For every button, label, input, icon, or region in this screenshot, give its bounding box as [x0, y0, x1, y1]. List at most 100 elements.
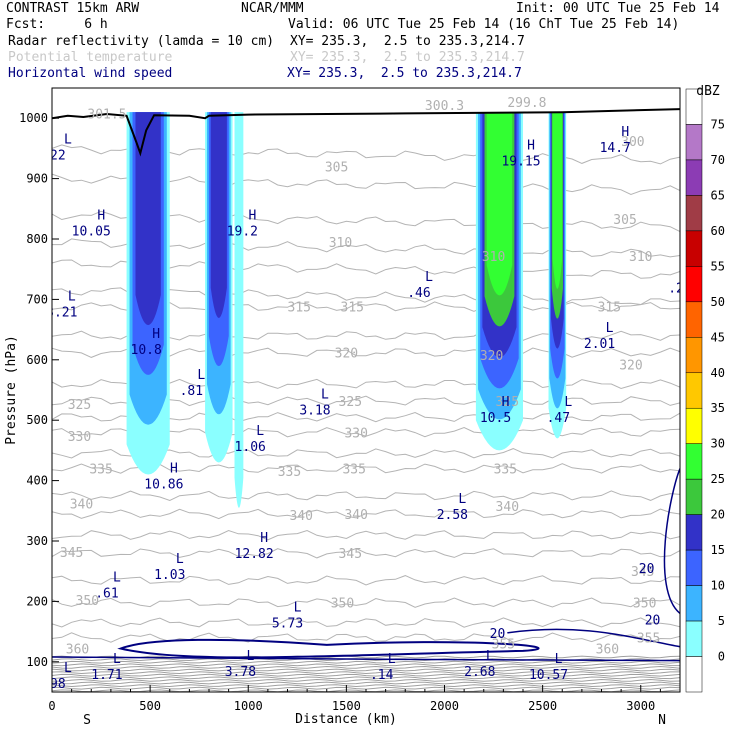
- theta-label: 340: [496, 500, 519, 515]
- extremum-value: 10.8: [131, 343, 162, 358]
- model-name: CONTRAST 15km ARW: [6, 1, 140, 16]
- extremum-value: 12.82: [235, 547, 274, 562]
- extremum-type: H: [97, 209, 105, 224]
- forecast-hour: Fcst: 6 h: [6, 17, 108, 32]
- theta-label: 299.8: [507, 96, 546, 111]
- theta-label: 325: [68, 398, 91, 413]
- extremum-type: L: [486, 649, 494, 664]
- extremum-type: L: [458, 492, 466, 507]
- extremum-value: 5.73: [272, 617, 303, 632]
- extremum-value: 19.15: [501, 154, 540, 169]
- theta-label: 340: [344, 508, 367, 523]
- theta-label: 355: [637, 632, 660, 647]
- theta-label: 350: [331, 597, 354, 612]
- x-tick-label: 500: [139, 699, 161, 713]
- theta-label: 340: [70, 498, 93, 513]
- upper-theta-contour: [52, 686, 680, 690]
- extremum-type: L: [113, 652, 121, 667]
- theta-labels: 360 360 355 355 350 350 350 345 345 345 340 340 340 3…: [60, 96, 660, 658]
- upper-theta-contour: [52, 678, 680, 682]
- colorbar-swatch: [685, 443, 703, 480]
- theta-label: 315: [341, 301, 364, 316]
- theta-label: 345: [339, 547, 362, 562]
- theta-label: 355: [492, 638, 515, 653]
- extremum-value: .61: [95, 586, 118, 601]
- extremum-value: 19.2: [227, 225, 258, 240]
- upper-theta-contour: [52, 684, 680, 688]
- extremum-type: L: [64, 661, 72, 676]
- field-theta-xy: XY= 235.3, 2.5 to 235.3,214.7: [290, 50, 525, 65]
- jet-core-contour: [117, 638, 540, 659]
- y-tick-label: 800: [26, 232, 48, 246]
- theta-label: 360: [596, 643, 619, 658]
- theta-label: 300: [621, 135, 644, 150]
- colorbar-swatch: [685, 124, 703, 161]
- theta-label: 310: [629, 250, 652, 265]
- theta-label: 301.5: [87, 107, 126, 122]
- colorbar-label: 40: [711, 366, 725, 380]
- colorbar-swatch: [685, 620, 703, 657]
- extremum-type: L: [606, 321, 614, 336]
- extremum-value: 3.18: [299, 403, 330, 418]
- colorbar-swatch: [685, 230, 703, 267]
- upper-theta-contour: [52, 681, 680, 685]
- upper-theta-contour: [52, 655, 680, 659]
- reflectivity-fill: [126, 112, 567, 508]
- extremum-value: 10.05: [72, 225, 111, 240]
- wind-speed-contours: [52, 468, 680, 662]
- colorbar-swatch: [685, 301, 703, 338]
- colorbar-label: 35: [711, 401, 725, 415]
- theta-contour: [52, 597, 680, 608]
- extremum-type: L: [246, 649, 254, 664]
- extremum-value: 1.06: [235, 440, 266, 455]
- extremum-value: 14.7: [600, 141, 631, 156]
- theta-label: 340: [289, 509, 312, 524]
- theta-label: 315: [288, 301, 311, 316]
- extremum-type: L: [64, 132, 72, 147]
- theta-label: 335: [278, 465, 301, 480]
- x-tick-label: 2000: [430, 699, 459, 713]
- extremum-type: L: [555, 652, 563, 667]
- theta-label: 325: [496, 395, 519, 410]
- colorbar-swatch: [685, 337, 703, 374]
- y-tick-label: 400: [26, 474, 48, 488]
- theta-contour: [52, 508, 680, 520]
- right-endpoint-label: N: [658, 713, 666, 728]
- extremum-value: 2.58: [437, 508, 468, 523]
- extremum-type: L: [564, 395, 572, 410]
- upper-theta-contour: [52, 663, 680, 667]
- terrain-line: [52, 108, 680, 157]
- colorbar-label: 25: [711, 472, 725, 486]
- wind-label: 20: [490, 627, 506, 642]
- extremum-type: H: [152, 327, 160, 342]
- extremum-type: H: [260, 531, 268, 546]
- extremum-type: H: [621, 125, 629, 140]
- extremum-type: L: [176, 552, 184, 567]
- colorbar-label: 65: [711, 188, 725, 202]
- colorbar-swatch: [685, 372, 703, 409]
- theta-label: 300.3: [425, 99, 464, 114]
- theta-label: 345: [631, 565, 654, 580]
- colorbar-label: 15: [711, 543, 725, 557]
- y-tick-label: 600: [26, 353, 48, 367]
- extrema-labels: L98L1.71L3.78L.14L2.68L10.57L5.73L.61L1.…: [52, 125, 680, 692]
- upper-theta-contour: [52, 671, 680, 675]
- extremum-type: H: [248, 209, 256, 224]
- extremum-type: L: [256, 424, 264, 439]
- wind-label: 20: [645, 614, 661, 629]
- upper-theta-contour: [52, 673, 680, 677]
- extremum-value: 3.78: [225, 665, 256, 680]
- x-axis-label: Distance (km): [295, 712, 397, 727]
- colorbar-label: 55: [711, 259, 725, 273]
- valid-time: Valid: 06 UTC Tue 25 Feb 14 (16 ChT Tue …: [288, 17, 680, 32]
- theta-contour: [52, 547, 680, 559]
- theta-label: 315: [598, 301, 621, 316]
- extremum-value: .14: [370, 668, 394, 683]
- left-endpoint-label: S: [83, 713, 91, 728]
- theta-contour: [52, 632, 680, 643]
- extremum-type: L: [425, 270, 433, 285]
- colorbar-swatch: [685, 407, 703, 444]
- extremum-value: 2.01: [584, 337, 615, 352]
- theta-contour: [52, 575, 680, 586]
